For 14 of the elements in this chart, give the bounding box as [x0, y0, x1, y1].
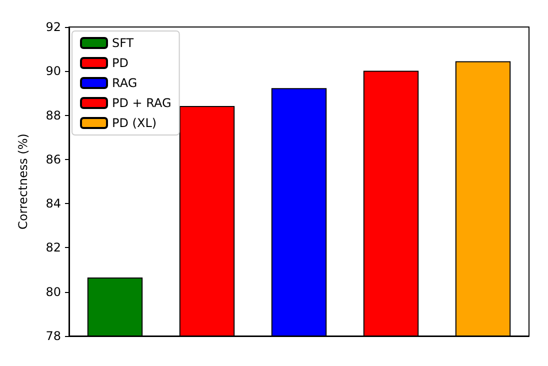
y-tick-label: 84: [46, 196, 61, 211]
y-tick-label: 92: [46, 20, 61, 34]
legend-label: SFT: [112, 36, 134, 50]
y-tick-label: 86: [46, 152, 61, 166]
y-tick-label: 88: [46, 108, 61, 122]
y-tick-label: 78: [46, 329, 61, 343]
y-tick-label: 80: [46, 284, 61, 299]
legend-label: PD: [112, 56, 128, 70]
y-tick-label: 82: [46, 240, 61, 255]
y-tick-label: 90: [46, 64, 61, 78]
legend-label: PD + RAG: [112, 96, 172, 110]
y-axis-title: Correctness (%): [16, 134, 30, 230]
legend-label: RAG: [112, 76, 138, 90]
legend-label: PD (XL): [112, 116, 157, 130]
